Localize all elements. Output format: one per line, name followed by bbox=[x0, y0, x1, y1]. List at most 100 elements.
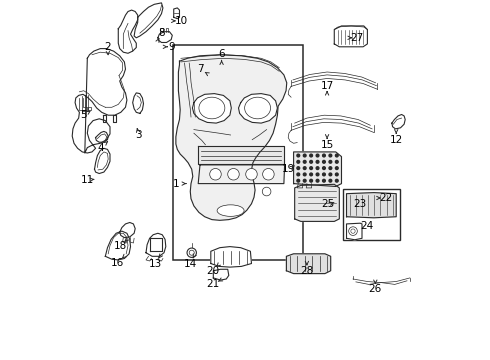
Polygon shape bbox=[95, 148, 110, 174]
Circle shape bbox=[228, 168, 239, 180]
Circle shape bbox=[316, 179, 319, 182]
Polygon shape bbox=[118, 10, 138, 53]
Polygon shape bbox=[346, 193, 396, 218]
Circle shape bbox=[329, 167, 332, 170]
Circle shape bbox=[303, 167, 306, 170]
Circle shape bbox=[336, 179, 338, 182]
Text: 28: 28 bbox=[300, 266, 314, 276]
Polygon shape bbox=[103, 115, 106, 122]
Circle shape bbox=[322, 173, 325, 176]
Text: 14: 14 bbox=[184, 258, 197, 269]
Text: 2: 2 bbox=[104, 42, 111, 52]
Polygon shape bbox=[294, 184, 339, 221]
Text: 27: 27 bbox=[351, 33, 364, 43]
Text: 13: 13 bbox=[148, 258, 162, 269]
Polygon shape bbox=[105, 231, 130, 260]
Circle shape bbox=[310, 154, 313, 157]
Text: 19: 19 bbox=[282, 164, 295, 174]
Circle shape bbox=[297, 179, 300, 182]
Text: 3: 3 bbox=[136, 130, 142, 140]
Text: 22: 22 bbox=[379, 193, 392, 203]
Polygon shape bbox=[198, 165, 285, 184]
Text: 16: 16 bbox=[111, 258, 124, 268]
Bar bbox=[343, 189, 400, 240]
Circle shape bbox=[303, 161, 306, 163]
Polygon shape bbox=[134, 3, 163, 38]
Circle shape bbox=[336, 173, 338, 176]
Text: 25: 25 bbox=[321, 199, 335, 210]
Ellipse shape bbox=[199, 97, 225, 119]
Circle shape bbox=[336, 154, 338, 157]
Circle shape bbox=[303, 179, 306, 182]
Circle shape bbox=[210, 168, 221, 180]
Text: 4: 4 bbox=[97, 143, 103, 153]
Circle shape bbox=[322, 167, 325, 170]
Circle shape bbox=[316, 154, 319, 157]
Text: 23: 23 bbox=[354, 199, 367, 210]
Circle shape bbox=[297, 161, 300, 163]
Text: 6: 6 bbox=[218, 49, 225, 59]
Circle shape bbox=[351, 229, 355, 233]
Text: 10: 10 bbox=[174, 16, 188, 26]
Bar bbox=[173, 45, 303, 260]
Circle shape bbox=[316, 167, 319, 170]
Circle shape bbox=[336, 161, 338, 163]
Polygon shape bbox=[198, 146, 284, 164]
Circle shape bbox=[322, 179, 325, 182]
Circle shape bbox=[303, 154, 306, 157]
Text: 18: 18 bbox=[114, 240, 127, 251]
Circle shape bbox=[189, 250, 194, 255]
Ellipse shape bbox=[217, 205, 244, 216]
Polygon shape bbox=[176, 55, 287, 220]
Polygon shape bbox=[72, 49, 127, 153]
Text: 8: 8 bbox=[158, 28, 165, 38]
Circle shape bbox=[310, 161, 313, 163]
Text: 7: 7 bbox=[196, 64, 203, 74]
Text: 9: 9 bbox=[168, 42, 174, 52]
Circle shape bbox=[316, 161, 319, 163]
Circle shape bbox=[329, 161, 332, 163]
Circle shape bbox=[336, 167, 338, 170]
Circle shape bbox=[310, 173, 313, 176]
Circle shape bbox=[329, 179, 332, 182]
Circle shape bbox=[297, 173, 300, 176]
Polygon shape bbox=[120, 222, 135, 238]
Polygon shape bbox=[213, 269, 229, 280]
Polygon shape bbox=[239, 94, 277, 123]
Circle shape bbox=[187, 248, 196, 257]
Text: 12: 12 bbox=[390, 135, 403, 145]
Text: 26: 26 bbox=[368, 284, 382, 294]
Text: 15: 15 bbox=[320, 140, 334, 150]
Polygon shape bbox=[149, 238, 162, 251]
Circle shape bbox=[310, 179, 313, 182]
Polygon shape bbox=[174, 8, 179, 19]
Circle shape bbox=[322, 161, 325, 163]
Polygon shape bbox=[158, 32, 172, 42]
Circle shape bbox=[262, 187, 271, 196]
Polygon shape bbox=[96, 131, 108, 142]
Polygon shape bbox=[211, 247, 251, 267]
Circle shape bbox=[329, 154, 332, 157]
Circle shape bbox=[316, 173, 319, 176]
Polygon shape bbox=[294, 152, 342, 186]
Polygon shape bbox=[334, 26, 368, 47]
Circle shape bbox=[303, 173, 306, 176]
Polygon shape bbox=[392, 114, 405, 129]
Text: 1: 1 bbox=[173, 179, 180, 189]
Text: 11: 11 bbox=[81, 175, 94, 185]
Ellipse shape bbox=[245, 97, 270, 119]
Circle shape bbox=[349, 227, 357, 235]
Text: 24: 24 bbox=[360, 221, 373, 231]
Text: 17: 17 bbox=[320, 81, 334, 91]
Text: 5: 5 bbox=[80, 110, 87, 120]
Polygon shape bbox=[133, 93, 144, 113]
Circle shape bbox=[310, 167, 313, 170]
Circle shape bbox=[297, 167, 300, 170]
Polygon shape bbox=[193, 94, 231, 123]
Circle shape bbox=[322, 154, 325, 157]
Circle shape bbox=[329, 173, 332, 176]
Circle shape bbox=[245, 168, 257, 180]
Circle shape bbox=[297, 154, 300, 157]
Text: 20: 20 bbox=[206, 266, 219, 276]
Polygon shape bbox=[286, 254, 331, 274]
